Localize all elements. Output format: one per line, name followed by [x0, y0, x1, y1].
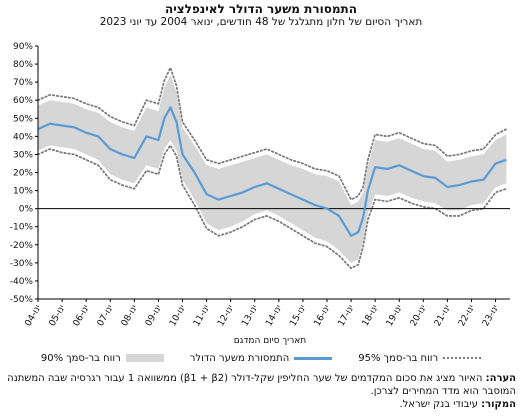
legend-item-line: התמסורת משער הדולר [190, 353, 333, 364]
x-tick-label: ינו-23 [481, 304, 501, 329]
x-tick-label: ינו-05 [48, 304, 68, 329]
x-tick-label: ינו-13 [240, 304, 260, 329]
y-tick-label: -20% [10, 241, 34, 251]
y-tick-label: 90% [13, 42, 33, 52]
y-tick-label: 60% [13, 96, 33, 106]
y-tick-label: -40% [10, 277, 34, 287]
y-tick-label: -30% [10, 259, 34, 269]
x-tick-label: ינו-04 [24, 304, 44, 329]
x-tick-label: ינו-07 [96, 304, 116, 329]
band-90-area [38, 74, 507, 263]
legend-item-band: רווח בר-סמך 90% [41, 353, 164, 364]
y-tick-label: 80% [13, 60, 33, 70]
x-tick-label: ינו-18 [361, 304, 381, 329]
legend-label-line: התמסורת משער הדולר [189, 352, 290, 364]
x-tick-label: ינו-14 [264, 304, 284, 329]
chart-legend: רווח בר-סמך 90% התמסורת משער הדולר רווח … [0, 350, 522, 366]
chart-title: התמסורת משער הדולר לאינפלציה [165, 2, 357, 16]
x-tick-label: ינו-22 [457, 304, 477, 329]
x-tick-label: ינו-20 [409, 304, 429, 329]
note-label: הערה: [485, 373, 516, 384]
source-text: המקור: עיבודי בנק ישראל. [6, 398, 516, 411]
band-95-upper-dots [37, 65, 508, 201]
y-tick-label: 50% [13, 114, 33, 124]
x-axis-label: תאריך סיום המדגם [234, 336, 307, 345]
x-tick-label: ינו-09 [144, 304, 164, 329]
y-tick-label: 70% [13, 78, 33, 88]
x-tick-label: ינו-10 [168, 304, 188, 329]
x-tick-label: ינו-15 [288, 304, 308, 329]
note-line2: המוסבר הוא מדד המחירים לצרכן. [370, 386, 516, 397]
y-tick-label: 10% [13, 187, 33, 197]
legend-swatch-band [125, 354, 164, 362]
legend-label-band: רווח בר-סמך 90% [40, 352, 121, 364]
y-tick-label: 40% [13, 132, 33, 142]
y-tick-label: 20% [13, 169, 33, 179]
y-tick-label: -50% [10, 295, 34, 305]
x-tick-label: ינו-21 [433, 304, 453, 329]
x-tick-label: ינו-11 [192, 304, 212, 329]
x-tick-label: ינו-08 [120, 304, 140, 329]
x-tick-label: ינו-16 [313, 304, 333, 329]
source-label: המקור: [481, 399, 516, 410]
y-tick-label: 30% [13, 150, 33, 160]
note-text: הערה: האיור מציג את סכום המקדמים של שער … [6, 372, 516, 385]
legend-label-dotted: רווח בר-סמך 95% [358, 352, 439, 364]
legend-swatch-dotted [443, 357, 482, 359]
y-tick-label: 0% [19, 205, 34, 215]
note-text-cont: המוסבר הוא מדד המחירים לצרכן. [6, 385, 516, 398]
x-tick-label: ינו-19 [385, 304, 405, 329]
band-95-lower-dots [37, 143, 508, 270]
x-tick-label: ינו-06 [72, 304, 92, 329]
legend-item-dotted: רווח בר-סמך 95% [358, 352, 482, 364]
legend-swatch-line [294, 356, 333, 360]
y-tick-label: -10% [10, 223, 34, 233]
chart-plot: 90% 80% 70% 60% 50% 40% 30% 20% 10% 0% -10% -20% -30… [10, 42, 510, 345]
chart-subtitle: תאריך הסיום של חלון מתגלגל של 48 חודשים,… [99, 16, 423, 28]
source-value: עיבודי בנק ישראל. [399, 399, 478, 410]
x-tick-label: ינו-17 [337, 304, 357, 329]
series-line-transmission [37, 106, 507, 237]
note-line1: האיור מציג את סכום המקדמים של שער החליפי… [7, 373, 483, 384]
x-tick-label: ינו-12 [216, 304, 236, 329]
